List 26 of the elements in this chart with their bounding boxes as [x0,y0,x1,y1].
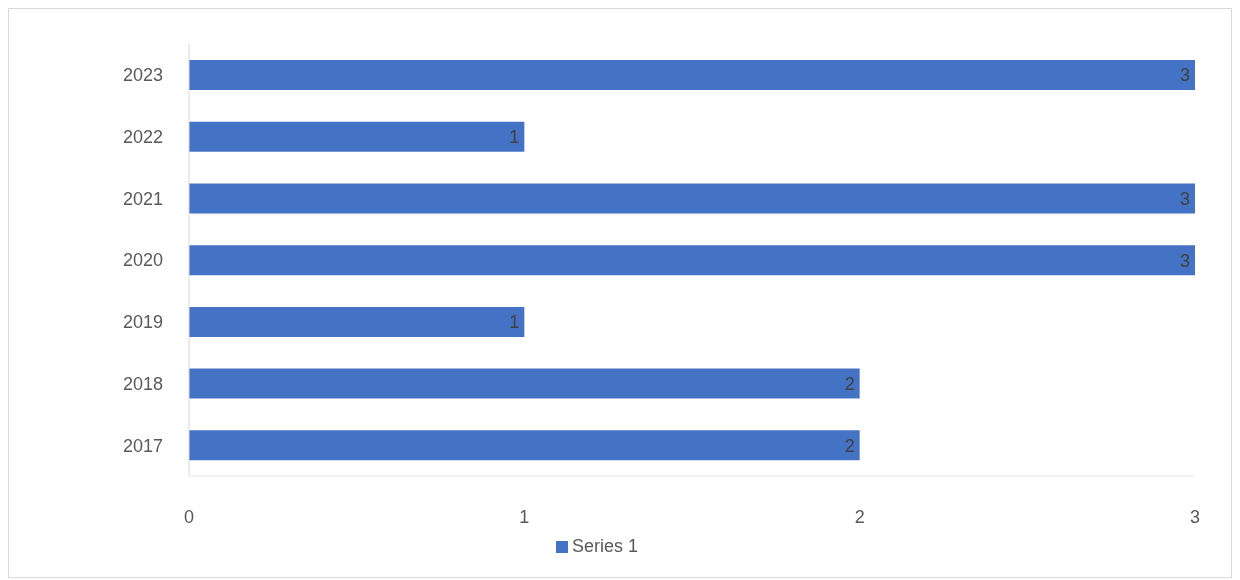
bar [189,306,525,337]
x-tick-label: 1 [519,506,530,527]
x-tick-label: 0 [183,506,195,527]
bar [189,183,1195,214]
data-label: 3 [1179,188,1190,209]
y-tick-label: 2019 [122,312,163,333]
data-label: 2 [844,435,855,456]
x-tick-label: 2 [854,506,865,527]
bar [189,121,525,152]
legend-label: Series 1 [571,536,639,556]
y-tick-label: 2021 [122,188,163,209]
y-tick-label: 2017 [122,435,163,456]
data-label: 1 [509,312,520,333]
y-tick-label: 2020 [122,250,163,271]
bar [189,60,1195,91]
y-tick-label: 2023 [122,65,163,86]
bar [189,245,1195,276]
data-label: 2 [844,374,855,395]
y-tick-label: 2018 [122,373,163,394]
x-tick-label: 3 [1189,506,1201,527]
data-label: 3 [1179,250,1190,271]
bar [189,368,860,399]
bar [189,430,860,461]
y-tick-label: 2022 [122,126,163,147]
data-label: 1 [509,127,520,148]
data-label: 3 [1179,65,1190,86]
